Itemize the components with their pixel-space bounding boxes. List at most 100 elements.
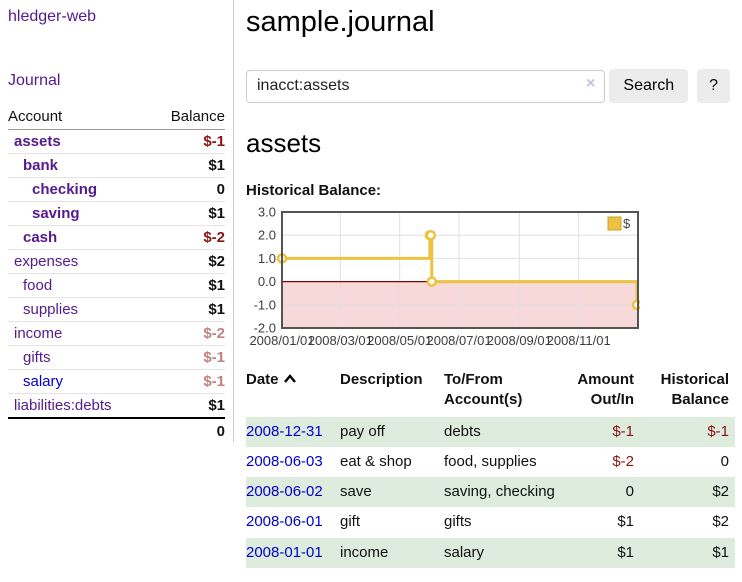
accounts-header-account: Account	[8, 105, 151, 130]
sidebar-account-balance: $2	[208, 253, 225, 270]
search-button[interactable]: Search	[609, 69, 689, 103]
historical-balance-chart[interactable]: $3.0 2.0 1.0 0.0 -1.0 -2.02008/01/012008/03/0…	[246, 204, 640, 352]
sidebar-account-row: liabilities:debts $1	[8, 393, 225, 419]
sidebar-account-link-cash[interactable]: cash	[23, 229, 58, 246]
sidebar-account-link-gifts[interactable]: gifts	[23, 349, 51, 366]
brand-link[interactable]: hledger-web	[8, 8, 97, 25]
help-button[interactable]: ?	[697, 69, 730, 103]
register-header-accounts: To/From Account(s)	[444, 371, 523, 409]
register-balance-cell: $2	[712, 483, 729, 500]
sidebar-account-balance: $1	[208, 277, 225, 294]
search-form: × Search ?	[246, 69, 730, 103]
register-description-cell: eat & shop	[340, 452, 412, 470]
sidebar-account-row: checking 0	[8, 177, 225, 202]
register-row: 2008-12-31 pay off debts $-1 $-1	[246, 416, 735, 447]
sidebar-account-row: assets $-1	[8, 129, 225, 154]
register-accounts-cell: salary	[444, 543, 485, 561]
sidebar-account-link-supplies[interactable]: supplies	[23, 301, 79, 318]
sidebar-account-link-bank[interactable]: bank	[23, 157, 59, 174]
register-header-balance: Historical Balance	[660, 371, 729, 409]
chart-y-tick-label: -2.0	[254, 321, 276, 336]
register-row: 2008-01-01 income salary $1 $1	[246, 537, 735, 568]
sidebar-account-balance: $-1	[203, 133, 225, 150]
sidebar-account-row: saving $1	[8, 201, 225, 226]
register-description-cell: save	[340, 483, 372, 500]
search-input[interactable]	[246, 69, 606, 103]
sidebar-account-balance: $1	[208, 205, 225, 222]
chart-y-tick-label: 2.0	[258, 228, 276, 243]
register-description-cell: pay off	[340, 422, 385, 440]
register-amount-cell: $1	[617, 543, 634, 561]
register-amount-cell: $-1	[612, 422, 634, 440]
page-title: sample.journal	[246, 6, 435, 38]
sidebar-account-link-liabilities-debts[interactable]: liabilities:debts	[14, 397, 112, 414]
chart-y-tick-label: 1.0	[258, 251, 276, 266]
register-description-cell: gift	[340, 513, 361, 531]
register-date-cell: 2008-06-02	[246, 477, 340, 507]
register-date-link[interactable]: 2008-06-03	[246, 452, 323, 470]
main-content: sample.journal × Search ? assets Histori…	[234, 0, 735, 568]
register-row: 2008-06-03 eat & shop food, supplies $-2 0	[246, 447, 735, 477]
sidebar-account-row: supplies $1	[8, 297, 225, 322]
register-header-row: Date Description To/From Account(s) Amou…	[246, 367, 735, 417]
chart-point[interactable]	[426, 276, 438, 287]
sidebar-account-row: income $-2	[8, 321, 225, 346]
register-date-cell: 2008-06-01	[246, 507, 340, 537]
sidebar-account-row: bank $1	[8, 153, 225, 178]
register-header-description: Description	[340, 371, 423, 388]
accounts-total-spacer	[8, 418, 150, 444]
register-balance-cell: $-1	[707, 422, 729, 440]
register-accounts-cell: saving, checking	[444, 483, 555, 500]
sidebar-account-link-checking[interactable]: checking	[32, 181, 98, 198]
register-header-amount: Amount Out/In	[577, 371, 634, 409]
sidebar-account-link-income[interactable]: income	[14, 325, 63, 342]
register-accounts-cell: food, supplies	[444, 452, 537, 470]
register-date-cell: 2008-12-31	[246, 417, 340, 447]
sidebar-account-link-assets[interactable]: assets	[14, 133, 61, 150]
sidebar-account-link-saving[interactable]: saving	[32, 205, 80, 222]
app-layout: hledger-web Journal Account Balance asse…	[8, 0, 735, 568]
sidebar-account-balance: $1	[208, 301, 225, 318]
clear-search-icon[interactable]: ×	[586, 75, 596, 92]
sidebar-account-balance: 0	[216, 181, 225, 198]
sidebar-account-balance: $1	[208, 397, 225, 414]
register-table: Date Description To/From Account(s) Amou…	[246, 367, 735, 568]
sidebar-account-balance: $-2	[203, 229, 225, 246]
register-amount-cell: $1	[617, 513, 634, 531]
register-balance-cell: $1	[712, 543, 729, 561]
accounts-total-row: 0	[8, 418, 225, 444]
register-amount-cell: 0	[625, 483, 634, 500]
chart-x-tick-label: 2008/11/01	[547, 333, 611, 348]
register-row: 2008-06-02 save saving, checking 0 $2	[246, 477, 735, 508]
sidebar-account-row: gifts $-1	[8, 345, 225, 370]
register-date-link[interactable]: 2008-01-01	[246, 543, 323, 561]
register-date-cell: 2008-06-03	[246, 447, 340, 477]
register-description-cell: income	[340, 543, 389, 561]
sidebar-account-link-salary[interactable]: salary	[23, 373, 64, 390]
sidebar-account-row: salary $-1	[8, 369, 225, 394]
register-date-link[interactable]: 2008-06-02	[246, 483, 323, 500]
sidebar-account-balance: $-2	[203, 325, 225, 342]
accounts-tree-table: Account Balance assets $-1 bank $1 checking 0…	[8, 105, 225, 444]
sidebar-account-row: food $1	[8, 273, 225, 298]
sidebar-account-link-expenses[interactable]: expenses	[14, 253, 79, 270]
register-amount-cell: $-2	[612, 452, 634, 470]
sidebar-account-balance: $1	[208, 157, 225, 174]
sidebar-account-link-food[interactable]: food	[23, 277, 53, 294]
sidebar-account-balance: $-1	[203, 373, 225, 390]
register-header-date[interactable]: Date	[246, 367, 340, 417]
accounts-header-row: Account Balance	[8, 105, 225, 130]
chart-label: Historical Balance:	[246, 182, 382, 199]
chart-y-tick-label: 3.0	[258, 205, 276, 220]
register-accounts-cell: gifts	[444, 513, 472, 531]
register-accounts-cell: debts	[444, 422, 481, 440]
register-date-link[interactable]: 2008-06-01	[246, 513, 323, 531]
chart-point[interactable]	[425, 229, 437, 241]
sidebar-item-journal[interactable]: Journal	[8, 72, 61, 89]
sort-asc-icon	[283, 374, 296, 383]
sidebar-account-row: cash $-2	[8, 225, 225, 250]
chart-x-tick-label: 2008/03/01	[308, 333, 373, 348]
register-date-link[interactable]: 2008-12-31	[246, 422, 323, 440]
chart-legend-swatch	[607, 216, 622, 231]
account-title: assets	[246, 128, 322, 158]
